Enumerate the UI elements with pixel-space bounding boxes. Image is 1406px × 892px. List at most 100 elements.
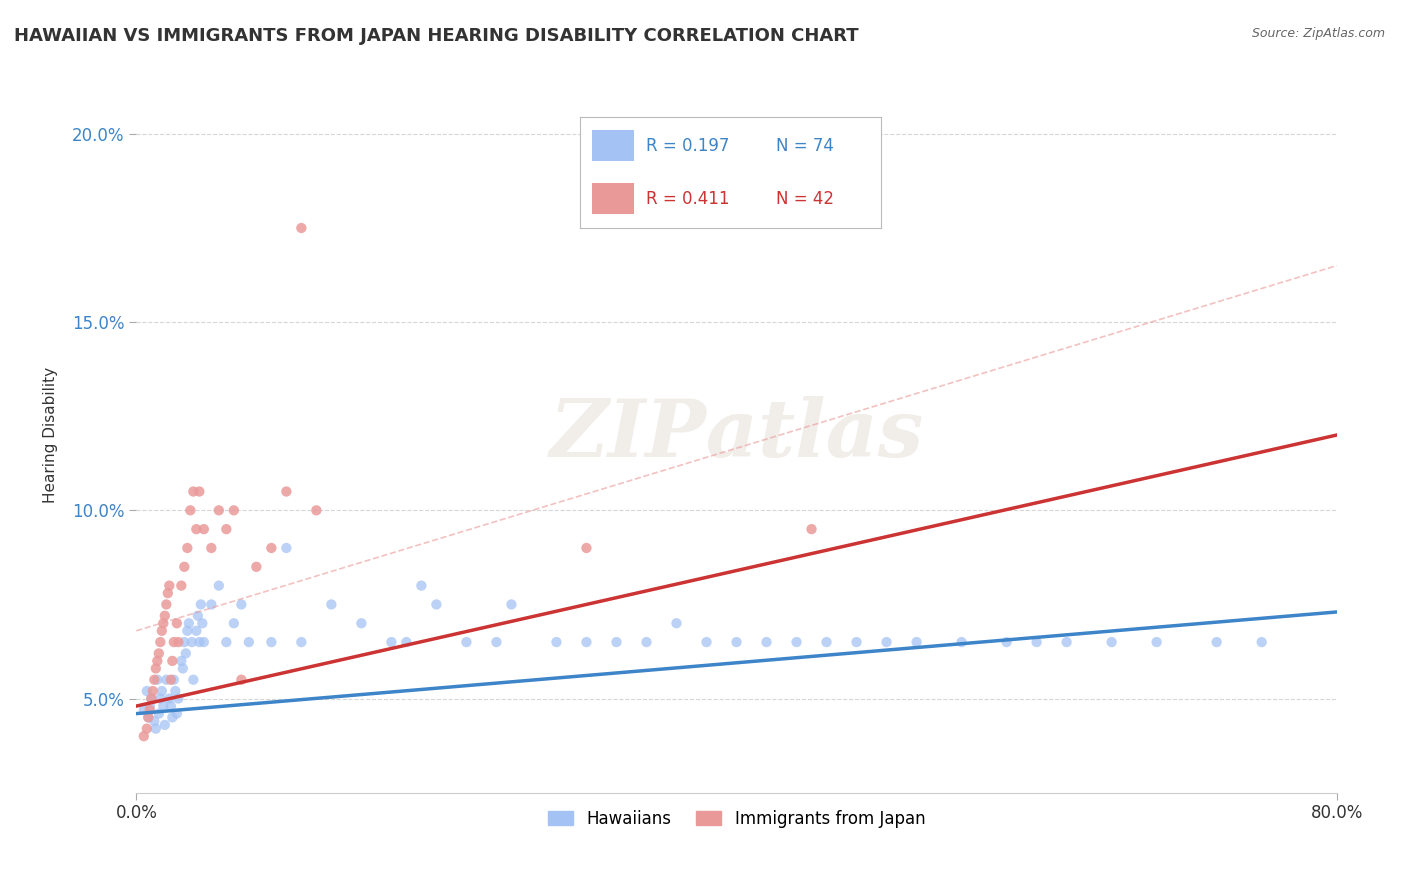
Point xyxy=(162,710,184,724)
Point xyxy=(150,684,173,698)
Point xyxy=(152,699,174,714)
Point xyxy=(145,722,167,736)
Point xyxy=(188,484,211,499)
Point xyxy=(172,661,194,675)
Point xyxy=(177,616,200,631)
Point xyxy=(411,579,433,593)
Point xyxy=(143,714,166,728)
Point xyxy=(173,559,195,574)
Point xyxy=(173,635,195,649)
Y-axis label: Hearing Disability: Hearing Disability xyxy=(44,367,58,503)
Point xyxy=(845,635,868,649)
Point xyxy=(167,635,190,649)
Point xyxy=(148,706,170,721)
Point xyxy=(231,673,253,687)
Point xyxy=(149,691,172,706)
Point xyxy=(152,616,174,631)
Point xyxy=(1205,635,1227,649)
Point xyxy=(166,616,188,631)
Point xyxy=(605,635,627,649)
Point xyxy=(755,635,778,649)
Point xyxy=(159,699,181,714)
Point xyxy=(148,646,170,660)
Point xyxy=(276,484,298,499)
Point xyxy=(155,598,177,612)
Point xyxy=(159,673,181,687)
Point xyxy=(222,616,245,631)
Point xyxy=(146,654,169,668)
Point xyxy=(179,503,201,517)
Point xyxy=(305,503,328,517)
Point xyxy=(141,691,163,706)
Point xyxy=(145,661,167,675)
Point xyxy=(425,598,447,612)
Point xyxy=(167,691,190,706)
Point xyxy=(260,635,283,649)
Point xyxy=(290,221,312,235)
Point xyxy=(186,624,208,638)
Point xyxy=(208,503,231,517)
Point xyxy=(245,559,267,574)
Point xyxy=(200,541,222,555)
Point xyxy=(1101,635,1123,649)
Point xyxy=(193,635,215,649)
Point xyxy=(636,635,658,649)
Point xyxy=(215,635,238,649)
Text: Source: ZipAtlas.com: Source: ZipAtlas.com xyxy=(1251,27,1385,40)
Point xyxy=(150,624,173,638)
Point xyxy=(135,684,157,698)
Point xyxy=(163,673,186,687)
Point xyxy=(800,522,823,536)
Point xyxy=(193,522,215,536)
Point xyxy=(575,635,598,649)
Point xyxy=(208,579,231,593)
Point xyxy=(141,691,163,706)
Point xyxy=(191,616,214,631)
Point xyxy=(136,710,159,724)
Point xyxy=(139,699,162,714)
Point xyxy=(815,635,838,649)
Point xyxy=(190,598,212,612)
Point xyxy=(162,654,184,668)
Point xyxy=(183,484,205,499)
Point xyxy=(485,635,508,649)
Legend: Hawaiians, Immigrants from Japan: Hawaiians, Immigrants from Japan xyxy=(541,803,932,834)
Point xyxy=(183,673,205,687)
Point xyxy=(231,598,253,612)
Point xyxy=(725,635,748,649)
Point xyxy=(1025,635,1047,649)
Point xyxy=(665,616,688,631)
Point xyxy=(174,646,197,660)
Point xyxy=(695,635,717,649)
Point xyxy=(166,706,188,721)
Point xyxy=(132,703,155,717)
Point xyxy=(876,635,898,649)
Point xyxy=(142,684,165,698)
Point xyxy=(456,635,478,649)
Point xyxy=(135,722,157,736)
Point xyxy=(260,541,283,555)
Point xyxy=(786,635,808,649)
Point xyxy=(350,616,373,631)
Point xyxy=(1146,635,1168,649)
Point xyxy=(188,635,211,649)
Point xyxy=(170,654,193,668)
Point xyxy=(146,673,169,687)
Point xyxy=(153,718,176,732)
Point xyxy=(143,673,166,687)
Point xyxy=(321,598,343,612)
Point xyxy=(163,635,186,649)
Point xyxy=(186,522,208,536)
Point xyxy=(215,522,238,536)
Point xyxy=(153,608,176,623)
Point xyxy=(276,541,298,555)
Point xyxy=(165,684,187,698)
Point xyxy=(995,635,1018,649)
Point xyxy=(395,635,418,649)
Point xyxy=(155,673,177,687)
Point xyxy=(170,579,193,593)
Point xyxy=(176,624,198,638)
Point xyxy=(1056,635,1078,649)
Point xyxy=(149,635,172,649)
Point xyxy=(157,579,180,593)
